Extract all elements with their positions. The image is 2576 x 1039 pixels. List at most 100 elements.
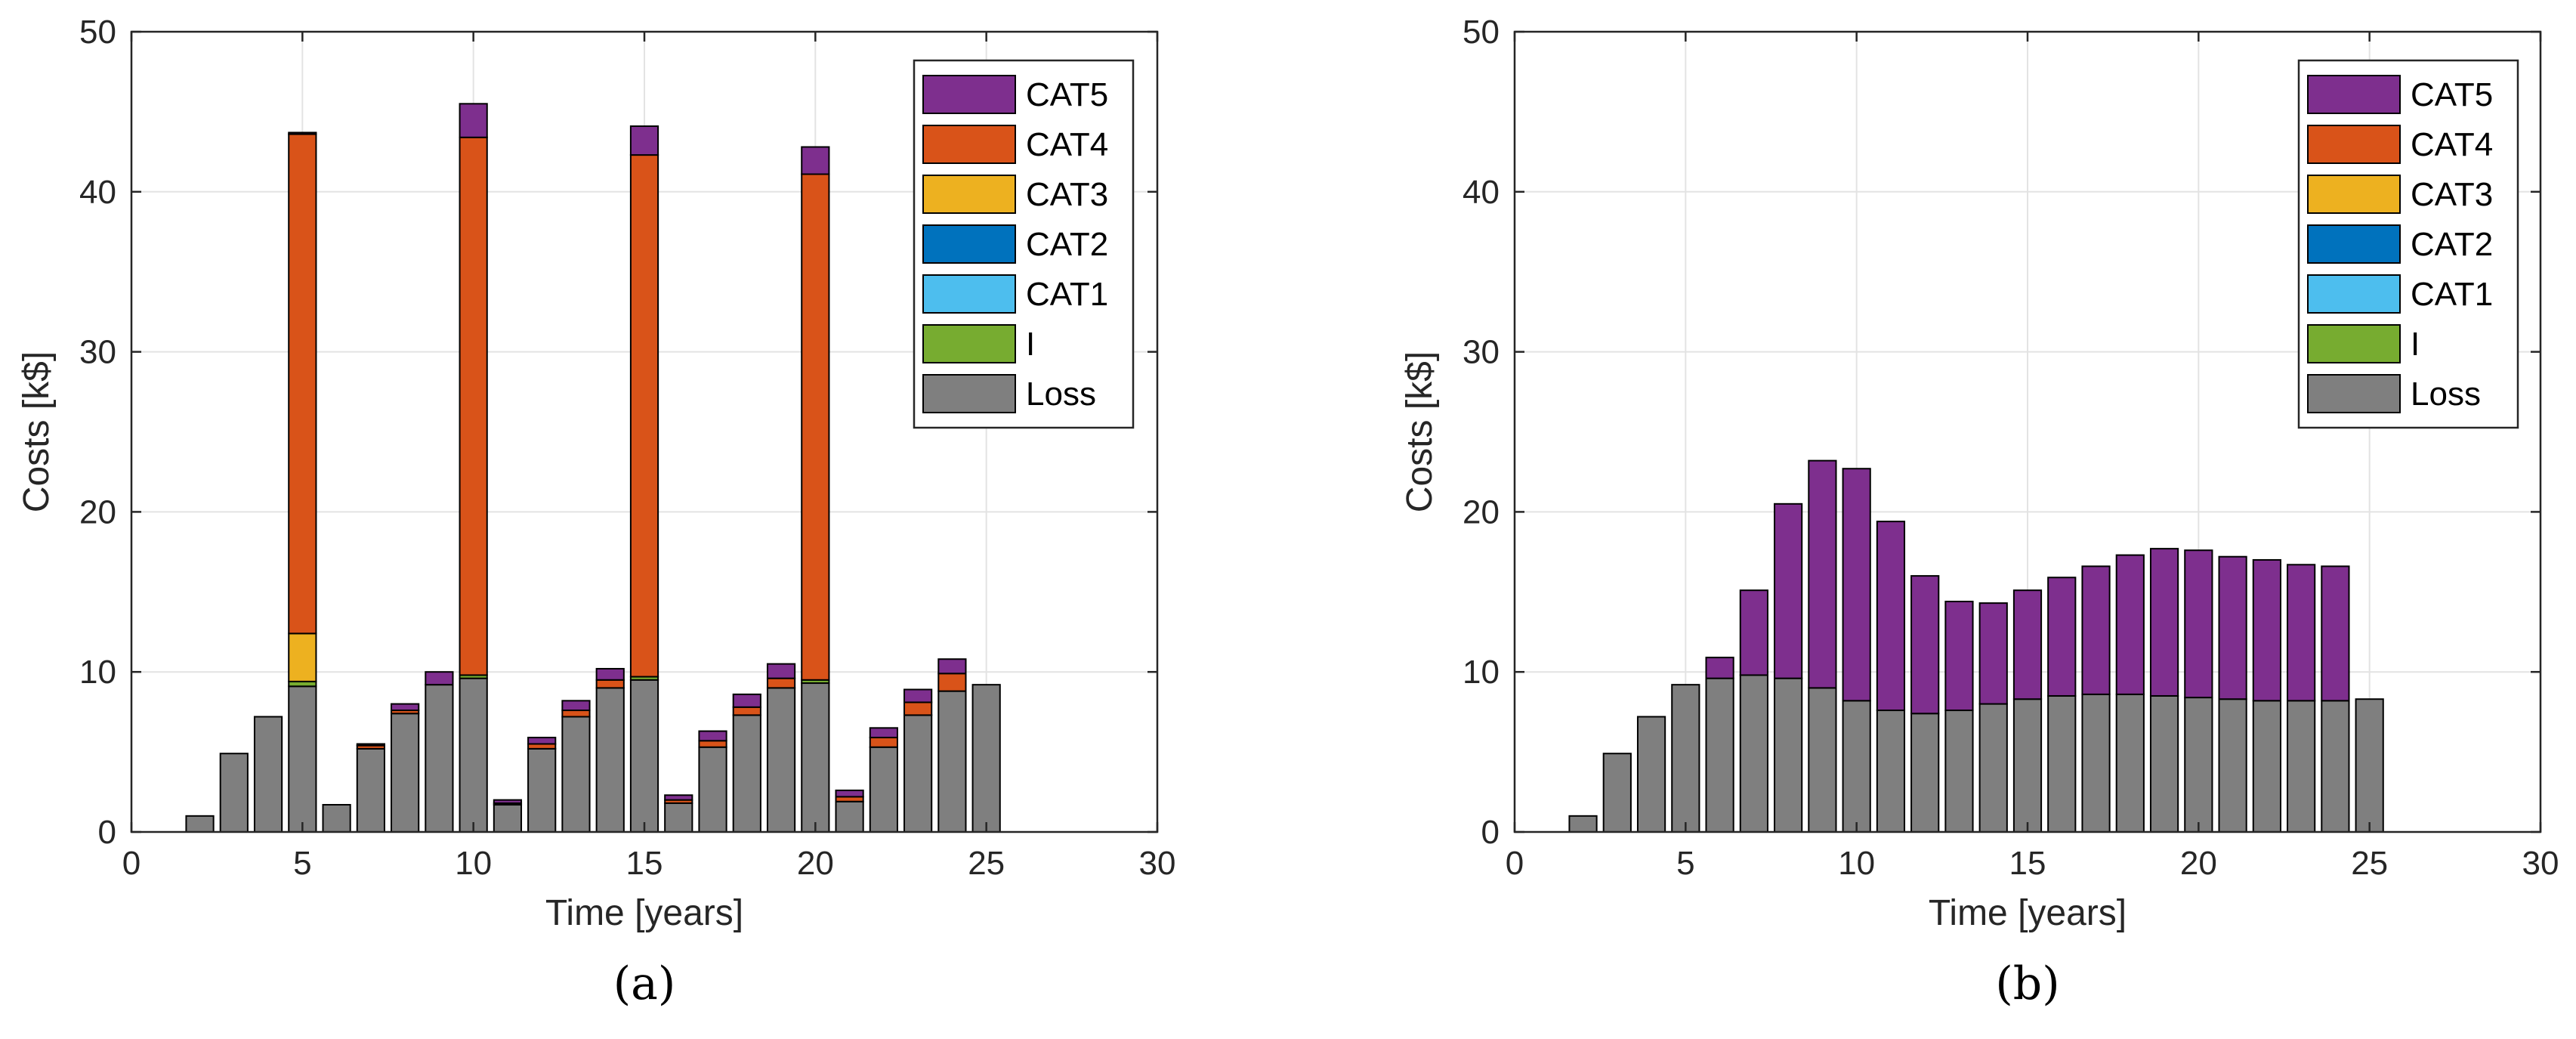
- bar-cat5-x14: [1978, 602, 2008, 705]
- legend-label-cat3: CAT3: [2411, 176, 2493, 213]
- y-tick-label: 0: [1481, 814, 1500, 851]
- bar-cat4-x15: [629, 154, 659, 678]
- y-tick-label: 50: [79, 14, 116, 51]
- bar-loss-x24: [937, 690, 967, 833]
- bar-cat5-x9: [425, 671, 454, 686]
- legend-swatch-cat1: [2307, 274, 2401, 314]
- bar-cat5-x23: [2287, 564, 2316, 702]
- bar-loss-x20: [801, 682, 830, 833]
- panel-label: (b): [1995, 957, 2059, 1010]
- bar-cat5-x15: [2012, 589, 2043, 700]
- bar-loss-x17: [698, 746, 727, 833]
- legend-swatch-cat4: [2307, 125, 2401, 164]
- bar-cat5-x5: [288, 131, 317, 135]
- legend-label-cat5: CAT5: [1026, 76, 1108, 113]
- bar-cat5-x15: [629, 125, 659, 156]
- bar-loss-x11: [493, 803, 523, 833]
- y-tick-label: 20: [79, 493, 116, 530]
- legend-swatch-cat5: [2307, 75, 2401, 114]
- y-tick-label: 40: [1463, 174, 1500, 211]
- bar-loss-x2: [185, 815, 215, 833]
- bar-cat4-x19: [766, 677, 796, 689]
- x-tick-label: 30: [2522, 845, 2559, 882]
- legend: CAT5 CAT4 CAT3 CAT2 CAT1 I Loss: [2297, 59, 2519, 429]
- bar-cat5-x13: [561, 700, 591, 712]
- bar-cat5-x17: [698, 730, 727, 742]
- bar-cat5-x23: [903, 688, 933, 703]
- bar-loss-x18: [2115, 693, 2145, 833]
- bar-loss-x4: [1636, 716, 1666, 833]
- legend-swatch-cat2: [2307, 224, 2401, 264]
- bar-loss-x3: [1602, 753, 1632, 833]
- bar-loss-x21: [2218, 698, 2247, 833]
- bar-cat4-x23: [903, 701, 933, 716]
- x-axis-label: Time [years]: [1929, 893, 2127, 933]
- bar-cat4-x20: [801, 173, 830, 681]
- y-tick-label: 10: [79, 654, 116, 691]
- bar-cat5-x21: [2218, 555, 2247, 700]
- bar-cat4-x18: [732, 706, 761, 716]
- bar-cat5-x6: [1705, 657, 1734, 679]
- bar-loss-x7: [1739, 674, 1768, 833]
- y-tick-label: 10: [1463, 654, 1500, 691]
- bar-loss-x18: [732, 714, 761, 833]
- bar-cat5-x22: [869, 727, 898, 739]
- bar-loss-x15: [2012, 698, 2043, 833]
- legend-swatch-loss: [922, 374, 1016, 413]
- bar-loss-x16: [2047, 694, 2077, 833]
- legend-swatch-loss: [2307, 374, 2401, 413]
- bar-loss-x8: [391, 713, 420, 833]
- bar-cat5-x8: [391, 703, 420, 712]
- x-tick-label: 5: [1676, 845, 1694, 882]
- bar-cat5-x13: [1944, 601, 1974, 712]
- y-tick-label: 50: [1463, 14, 1500, 51]
- bar-loss-x22: [869, 746, 898, 833]
- bar-cat5-x7: [356, 743, 385, 747]
- bar-loss-x21: [835, 800, 864, 833]
- legend-label-loss: Loss: [1026, 376, 1096, 413]
- panel-label: (a): [613, 957, 676, 1010]
- bar-loss-x15: [629, 679, 659, 833]
- bar-loss-x8: [1774, 677, 1803, 833]
- x-tick-label: 20: [797, 845, 834, 882]
- legend-swatch-cat2: [922, 224, 1016, 264]
- bar-cat5-x10: [1842, 468, 1871, 702]
- bar-loss-x22: [2252, 700, 2281, 833]
- bar-cat5-x24: [2321, 565, 2350, 702]
- bar-loss-x10: [459, 677, 488, 833]
- bar-loss-x13: [561, 716, 591, 833]
- bar-cat4-x14: [595, 679, 625, 689]
- legend-label-cat2: CAT2: [2411, 226, 2493, 263]
- bar-loss-x6: [322, 803, 351, 833]
- bar-loss-x5: [288, 685, 317, 833]
- legend-swatch-cat1: [922, 274, 1016, 314]
- legend-label-i: I: [2411, 326, 2420, 363]
- legend-label-i: I: [1026, 326, 1035, 363]
- bar-loss-x25: [971, 684, 1001, 833]
- bar-loss-x23: [903, 714, 933, 833]
- x-tick-label: 30: [1139, 845, 1176, 882]
- bar-cat5-x12: [527, 737, 557, 745]
- bar-cat4-x10: [459, 136, 488, 676]
- y-tick-label: 30: [1463, 334, 1500, 371]
- bar-loss-x3: [219, 753, 249, 833]
- bar-loss-x12: [527, 747, 557, 833]
- bar-cat5-x24: [937, 658, 967, 675]
- bar-cat5-x21: [835, 789, 864, 798]
- bar-loss-x4: [253, 716, 283, 833]
- x-tick-label: 10: [1838, 845, 1875, 882]
- y-axis-label: Costs [k$]: [1400, 351, 1440, 512]
- bar-cat5-x9: [1808, 459, 1837, 689]
- bar-loss-x14: [595, 687, 625, 833]
- legend-swatch-cat3: [2307, 175, 2401, 214]
- x-tick-label: 0: [1506, 845, 1524, 882]
- bar-loss-x20: [2184, 697, 2213, 833]
- chart-panel-a: 0 5 10 15 20 25 30 0 10 20 30 40 50 Time [years] Costs…: [17, 14, 1175, 1010]
- bar-cat5-x22: [2252, 558, 2281, 702]
- bar-loss-x19: [766, 687, 796, 833]
- bar-cat5-x18: [2115, 554, 2145, 695]
- y-axis-label: Costs [k$]: [17, 351, 57, 512]
- x-tick-label: 5: [293, 845, 311, 882]
- bar-cat5-x20: [2184, 549, 2213, 699]
- bar-cat5-x11: [1876, 521, 1906, 712]
